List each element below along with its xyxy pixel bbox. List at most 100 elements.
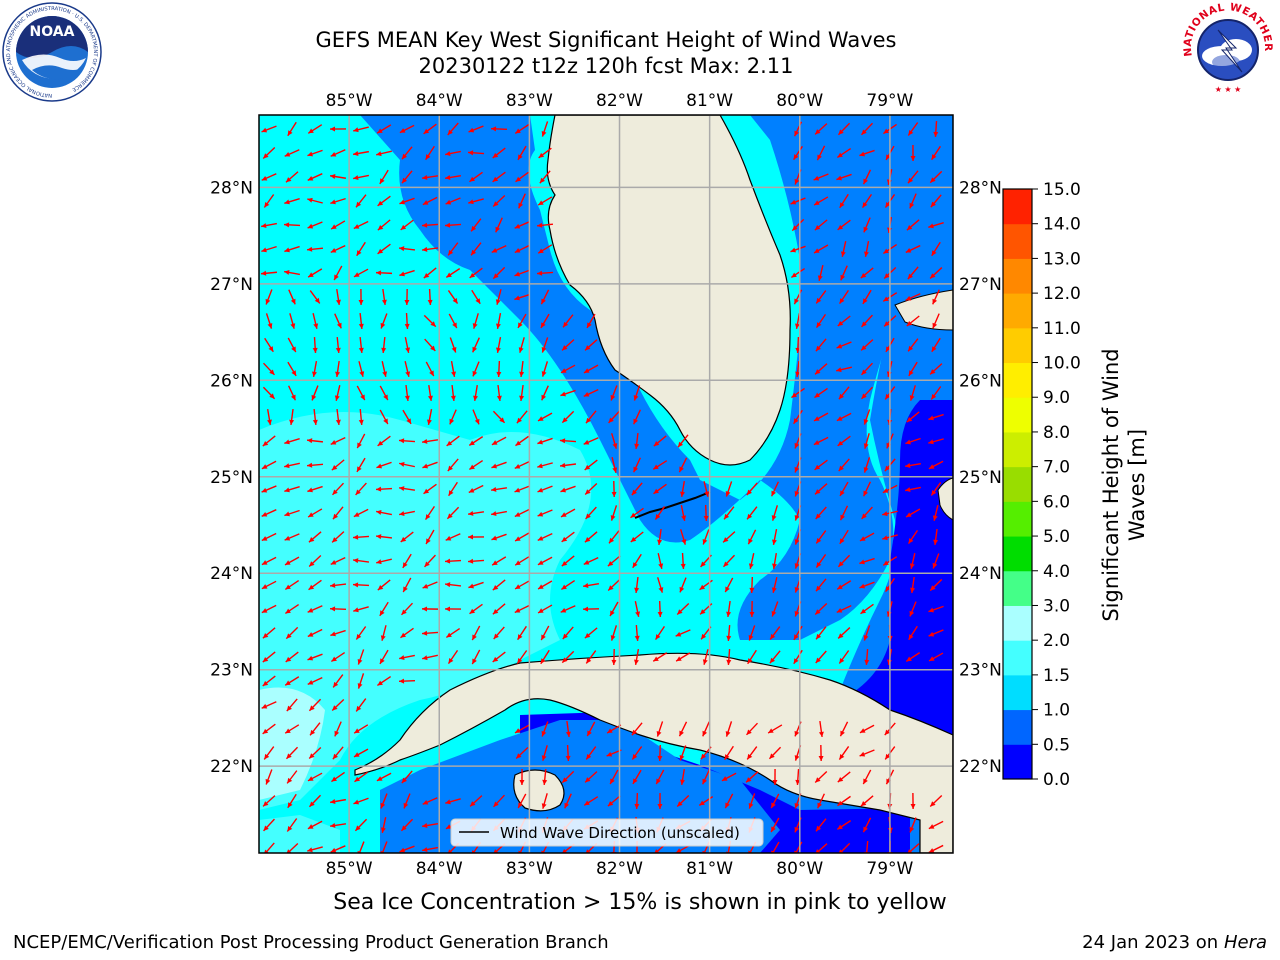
wind-arrow — [514, 532, 530, 542]
wind-arrow — [307, 485, 323, 493]
wind-arrow — [816, 145, 826, 161]
colorbar-tick-label: 0.5 — [1043, 735, 1070, 755]
wind-arrow — [814, 602, 828, 616]
wind-arrow — [837, 627, 851, 639]
wind-arrow — [813, 412, 829, 422]
wind-arrow — [265, 769, 273, 785]
wind-arrow — [932, 553, 940, 569]
wind-arrow — [330, 149, 346, 157]
wind-arrow — [907, 338, 919, 352]
wind-arrow — [329, 174, 347, 179]
wind-arrow — [607, 555, 621, 567]
sea-ice-note: Sea Ice Concentration > 15% is shown in … — [333, 890, 947, 915]
wind-arrow — [264, 842, 275, 853]
wind-arrow — [793, 625, 803, 641]
wind-arrow — [860, 603, 874, 615]
wind-arrow — [538, 147, 552, 159]
wind-arrow — [421, 174, 439, 180]
wind-arrow — [285, 171, 299, 183]
colorbar-segment — [1003, 536, 1032, 572]
wind-arrow — [771, 601, 779, 617]
wind-arrow — [262, 723, 276, 735]
colorbar-ticks: 0.0 0.5 1.0 1.5 2.0 3.0 4.0 5.0 6.0 7.0 8.0 9.0 10.0… — [1032, 180, 1081, 790]
wind-arrow — [585, 746, 597, 760]
wind-arrow — [795, 360, 801, 378]
wind-arrow — [331, 698, 345, 712]
wind-arrow — [907, 266, 919, 280]
wind-arrow — [932, 313, 940, 329]
wind-arrow — [514, 724, 530, 734]
colorbar-segment — [1003, 362, 1032, 398]
wind-arrow — [539, 170, 551, 184]
wind-arrow — [630, 507, 644, 519]
wind-arrow — [560, 579, 576, 591]
wind-arrow — [262, 675, 276, 687]
wind-arrow — [307, 605, 323, 613]
wind-arrow — [358, 336, 364, 354]
wind-arrow — [444, 582, 462, 588]
wind-arrow — [634, 432, 640, 450]
wind-arrow — [450, 384, 456, 402]
wind-arrow — [399, 124, 415, 134]
wind-arrow — [836, 173, 852, 181]
wind-arrow — [560, 364, 576, 374]
footer-credit: NCEP/EMC/Verification Post Processing Pr… — [13, 932, 609, 953]
wind-arrow — [261, 556, 277, 566]
wind-arrow — [492, 266, 506, 280]
wind-arrow — [289, 408, 295, 426]
wind-arrow — [586, 721, 596, 737]
wind-arrow — [448, 481, 458, 497]
wind-arrow — [611, 480, 617, 498]
wind-arrow — [287, 385, 297, 401]
wind-arrow — [677, 434, 689, 448]
colorbar-tick-label: 10.0 — [1043, 354, 1081, 374]
wind-arrow — [860, 122, 874, 136]
lat-labels-left: 28°N 27°N 26°N 25°N 24°N 23°N 22°N — [210, 178, 253, 777]
wind-arrow — [814, 219, 828, 231]
wind-arrow — [377, 219, 391, 231]
wind-arrow — [470, 242, 482, 256]
wind-arrow — [909, 601, 917, 617]
wind-arrow — [928, 222, 944, 229]
wind-arrow — [335, 288, 341, 306]
wind-arrow — [657, 600, 663, 618]
wind-arrow — [859, 749, 875, 757]
wind-arrow — [514, 221, 530, 229]
wind-arrow — [398, 246, 416, 252]
wind-arrow — [330, 244, 346, 254]
noaa-logo-text: NOAA — [30, 24, 75, 40]
wind-arrow — [726, 624, 732, 642]
wind-arrow — [519, 768, 525, 786]
wind-arrow — [447, 242, 459, 256]
wind-arrow — [376, 150, 392, 157]
wind-arrow — [791, 387, 805, 399]
wind-arrow — [353, 174, 369, 181]
wind-arrow — [519, 384, 525, 402]
wave-fill-2.0-3.0 — [259, 687, 325, 800]
wind-arrow — [814, 459, 828, 471]
wind-arrow — [607, 795, 621, 807]
wind-arrow — [358, 408, 364, 426]
wave-fill-1.5-2.0-south — [259, 815, 340, 853]
wind-arrow — [657, 553, 664, 569]
colorbar-tick-label: 5.0 — [1043, 527, 1070, 547]
wind-arrow — [354, 818, 368, 832]
wind-arrow — [514, 604, 530, 614]
wind-arrow — [584, 771, 598, 783]
wind-arrow — [309, 722, 321, 736]
lon-label-top: 80°W — [776, 91, 823, 111]
wind-arrow — [862, 481, 872, 497]
wind-arrow — [907, 122, 919, 136]
wind-arrow — [909, 553, 916, 569]
wind-arrow — [422, 196, 438, 206]
wind-arrow — [308, 555, 322, 567]
wind-arrow — [537, 196, 553, 206]
wind-arrow — [284, 676, 300, 686]
wind-arrow — [813, 436, 829, 446]
wind-arrow — [585, 506, 597, 520]
wind-arrow — [402, 553, 412, 569]
wind-arrow — [541, 385, 549, 401]
wind-arrow — [355, 194, 367, 208]
wind-arrow — [263, 818, 275, 832]
wind-arrow — [861, 506, 873, 520]
